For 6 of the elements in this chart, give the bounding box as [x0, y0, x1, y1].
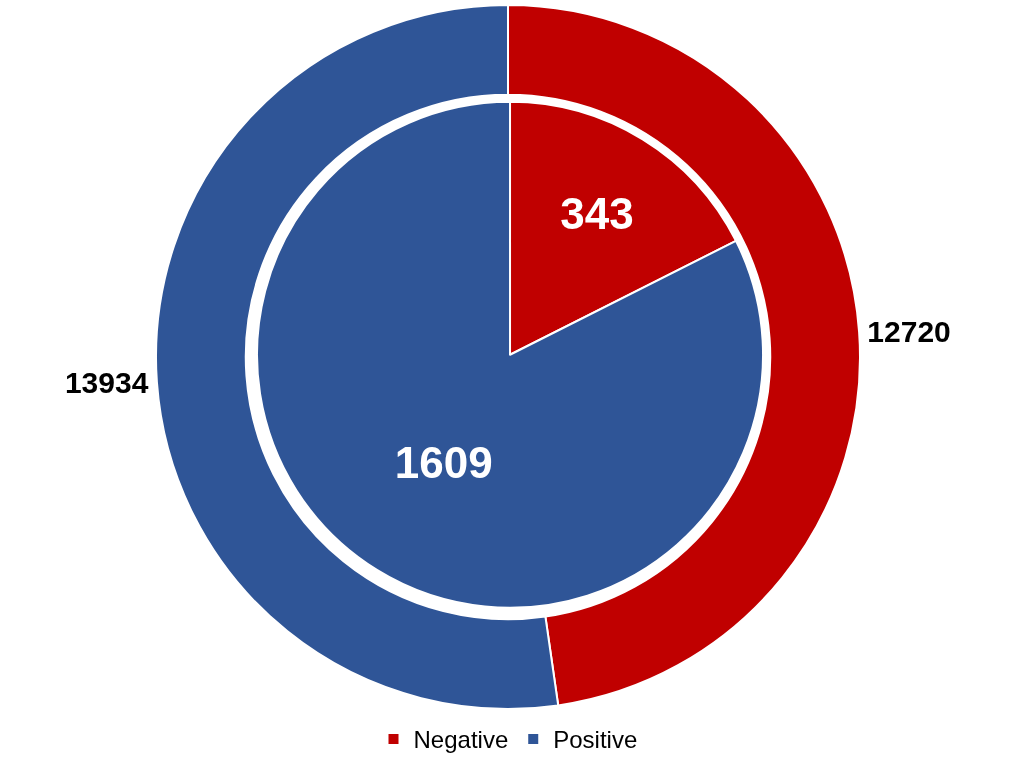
data-label: 1609 — [394, 437, 493, 487]
data-label: 343 — [560, 188, 634, 238]
data-label: 13934 — [64, 365, 149, 399]
legend-label: Positive — [553, 726, 638, 754]
data-label: 12720 — [867, 315, 951, 349]
legend-label: Negative — [413, 726, 509, 754]
